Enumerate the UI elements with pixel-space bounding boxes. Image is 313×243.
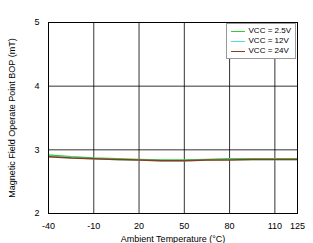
svg-text:-40: -40 [42, 221, 55, 231]
svg-text:80: 80 [225, 221, 235, 231]
html-text:VCC = 24V: VCC = 24V [248, 46, 289, 55]
svg-text:20: 20 [134, 221, 144, 231]
svg-text:125: 125 [290, 221, 305, 231]
svg-text:5: 5 [34, 17, 39, 27]
svg-text:4: 4 [34, 81, 39, 91]
svg-text:-10: -10 [87, 221, 100, 231]
svg-text:Ambient Temperature (°C): Ambient Temperature (°C) [121, 234, 225, 243]
svg-text:Magnetic Field Operate Point B: Magnetic Field Operate Point BOP (mT) [7, 38, 17, 197]
svg-text:2: 2 [34, 208, 39, 218]
html-text:VCC = 12V: VCC = 12V [248, 36, 289, 45]
html-text:VCC = 2.5V: VCC = 2.5V [248, 26, 291, 35]
svg-text:3: 3 [34, 145, 39, 155]
svg-text:110: 110 [268, 221, 282, 231]
svg-text:50: 50 [179, 221, 189, 231]
